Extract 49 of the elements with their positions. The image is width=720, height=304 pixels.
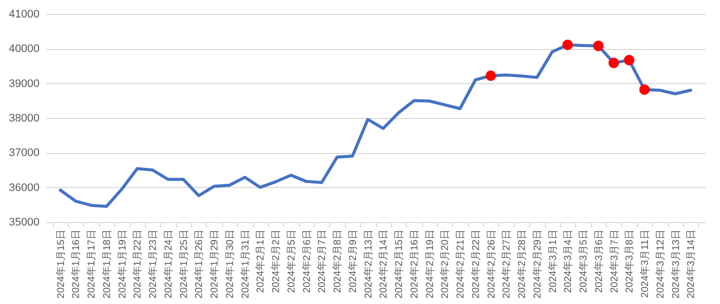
x-tick-label: 2024年2月8日 xyxy=(332,230,344,293)
x-tick-label: 2024年2月19日 xyxy=(424,230,436,298)
x-tick-label: 2024年1月22日 xyxy=(132,230,144,298)
x-tick-label: 2024年3月5日 xyxy=(578,230,590,293)
x-tick-label: 2024年2月28日 xyxy=(516,230,528,298)
x-tick-label: 2024年2月20日 xyxy=(439,230,452,298)
x-tick-label: 2024年3月11日 xyxy=(639,230,652,298)
x-tick-label: 2024年1月17日 xyxy=(86,230,98,298)
x-tick-label: 2024年2月22日 xyxy=(470,230,482,298)
x-tick-label: 2024年3月1日 xyxy=(546,230,559,293)
x-tick-label: 2024年2月15日 xyxy=(393,230,406,298)
x-tick-label: 2024年2月2日 xyxy=(270,230,282,293)
x-tick-label: 2024年2月26日 xyxy=(485,230,498,298)
x-tick-label: 2024年3月7日 xyxy=(608,230,620,293)
x-tick-label: 2024年3月12日 xyxy=(654,230,666,298)
x-tick-label: 2024年2月21日 xyxy=(454,230,467,298)
x-tick-label: 2024年2月1日 xyxy=(254,230,267,293)
x-tick-label: 2024年1月19日 xyxy=(116,230,128,298)
y-tick-label: 36000 xyxy=(8,182,40,194)
y-tick-label: 38000 xyxy=(8,112,40,124)
x-tick-label: 2024年1月25日 xyxy=(178,230,190,298)
x-tick-label: 2024年1月29日 xyxy=(208,230,221,298)
x-tick-label: 2024年3月14日 xyxy=(685,230,698,298)
y-tick-label: 39000 xyxy=(8,78,40,90)
x-tick-label: 2024年1月18日 xyxy=(100,230,113,298)
x-tick-label: 2024年3月13日 xyxy=(670,230,682,298)
y-tick-label: 41000 xyxy=(8,8,40,20)
x-tick-label: 2024年2月14日 xyxy=(378,230,390,298)
x-tick-label: 2024年1月23日 xyxy=(147,230,160,298)
x-tick-label: 2024年2月9日 xyxy=(346,230,359,293)
y-tick-label: 37000 xyxy=(8,147,40,160)
x-tick-label: 2024年1月24日 xyxy=(162,230,174,298)
x-tick-label: 2024年2月7日 xyxy=(316,230,328,293)
x-tick-label: 2024年1月16日 xyxy=(70,230,82,298)
x-tick-label: 2024年3月4日 xyxy=(562,230,574,293)
x-tick-label: 2024年2月6日 xyxy=(300,230,313,293)
x-tick-label: 2024年1月30日 xyxy=(224,230,236,298)
x-tick-label: 2024年1月15日 xyxy=(54,230,67,298)
x-tick-label: 2024年2月5日 xyxy=(285,230,298,293)
x-tick-label: 2024年1月26日 xyxy=(193,230,206,298)
y-tick-label: 35000 xyxy=(8,216,40,228)
x-tick-label: 2024年2月16日 xyxy=(408,230,420,298)
x-tick-label: 2024年2月29日 xyxy=(531,230,544,298)
x-tick-label: 2024年2月27日 xyxy=(500,230,513,298)
x-tick-label: 2024年3月6日 xyxy=(592,230,605,293)
y-tick-label: 40000 xyxy=(8,43,40,56)
x-tick-label: 2024年2月13日 xyxy=(362,230,374,298)
x-tick-label: 2024年3月8日 xyxy=(624,230,636,293)
x-tick-label: 2024年1月31日 xyxy=(239,230,252,298)
